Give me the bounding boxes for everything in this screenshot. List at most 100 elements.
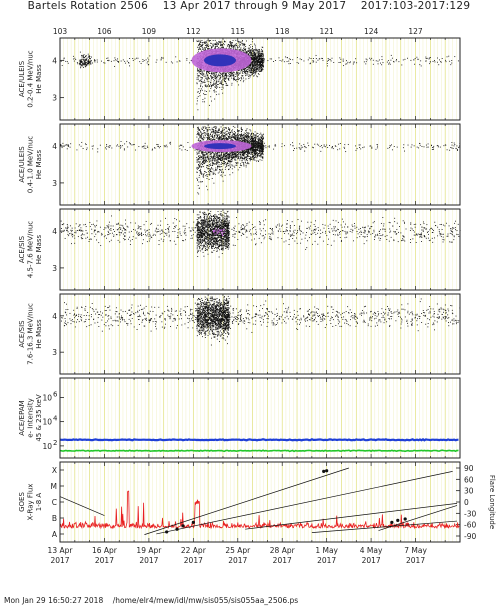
data-point: [362, 147, 364, 149]
data-point: [208, 77, 209, 79]
data-point: [251, 62, 253, 64]
data-point: [215, 44, 217, 46]
data-point: [284, 56, 286, 58]
data-point: [245, 166, 247, 168]
data-point: [149, 55, 151, 57]
data-point: [261, 150, 263, 152]
data-point: [198, 39, 200, 41]
data-point: [205, 160, 207, 162]
data-point: [255, 61, 257, 63]
data-point: [201, 152, 203, 153]
data-point: [305, 147, 307, 149]
data-point: [216, 154, 217, 156]
data-point: [86, 64, 88, 66]
data-point: [440, 61, 442, 63]
data-point: [209, 45, 211, 47]
data-point: [245, 52, 247, 54]
data-point: [312, 61, 314, 63]
data-point: [252, 71, 254, 73]
data-point: [226, 162, 228, 164]
data-point: [197, 96, 199, 98]
data-point: [230, 71, 232, 73]
data-point: [222, 158, 223, 160]
data-point: [210, 76, 212, 78]
data-point: [228, 77, 230, 79]
data-point: [253, 72, 255, 74]
data-point: [327, 147, 329, 148]
data-point: [256, 56, 258, 58]
data-point: [340, 58, 342, 60]
data-point: [207, 48, 209, 50]
data-point: [206, 174, 208, 176]
data-point: [241, 161, 243, 163]
data-point: [252, 68, 254, 70]
data-point: [162, 57, 164, 59]
data-point: [260, 65, 262, 67]
data-point: [175, 56, 177, 58]
data-point: [262, 57, 264, 59]
data-point: [250, 62, 252, 64]
data-point: [212, 43, 214, 45]
data-point: [217, 166, 219, 168]
data-point: [317, 144, 319, 146]
data-point: [323, 144, 325, 146]
data-point: [259, 61, 260, 63]
data-point: [257, 64, 258, 66]
data-point: [84, 59, 86, 61]
data-point: [210, 138, 212, 139]
data-point: [237, 74, 239, 76]
data-point: [67, 62, 69, 64]
data-point: [241, 129, 243, 130]
data-point: [254, 68, 256, 70]
data-point: [208, 86, 210, 88]
data-point: [240, 69, 242, 71]
data-point: [216, 155, 218, 157]
data-point: [157, 145, 159, 147]
data-point: [79, 61, 81, 63]
data-point: [219, 136, 220, 138]
data-point: [202, 99, 204, 101]
data-point: [251, 53, 253, 55]
data-point: [240, 50, 242, 52]
data-point: [319, 145, 321, 147]
data-point: [230, 44, 232, 46]
data-point: [261, 134, 263, 136]
data-point: [246, 70, 248, 72]
data-point: [288, 63, 290, 65]
data-point: [404, 58, 406, 60]
data-point: [260, 144, 261, 145]
data-point: [114, 59, 116, 61]
data-point: [339, 61, 341, 63]
data-point: [196, 159, 198, 161]
data-point: [321, 57, 323, 59]
data-point: [257, 57, 259, 59]
data-point: [249, 70, 251, 72]
data-point: [217, 45, 218, 47]
data-point: [198, 50, 199, 52]
data-point: [217, 84, 219, 85]
data-point: [255, 147, 257, 149]
data-point: [209, 73, 211, 74]
data-point: [338, 62, 340, 63]
data-point: [61, 147, 63, 149]
data-point: [252, 59, 254, 61]
data-point: [244, 68, 246, 69]
data-point: [214, 77, 216, 79]
data-point: [245, 134, 247, 136]
density-core-inner: [204, 54, 236, 67]
data-point: [218, 93, 220, 95]
data-point: [212, 39, 214, 41]
data-point: [215, 91, 217, 93]
data-point: [250, 156, 252, 158]
data-point: [387, 147, 389, 149]
data-point: [211, 151, 213, 153]
data-point: [369, 57, 371, 59]
data-point: [255, 57, 257, 59]
data-point: [216, 82, 218, 83]
data-point: [128, 62, 130, 64]
data-point: [134, 58, 136, 60]
data-point: [205, 42, 207, 44]
data-point: [249, 159, 251, 160]
data-point: [108, 147, 110, 148]
data-point: [182, 146, 184, 148]
